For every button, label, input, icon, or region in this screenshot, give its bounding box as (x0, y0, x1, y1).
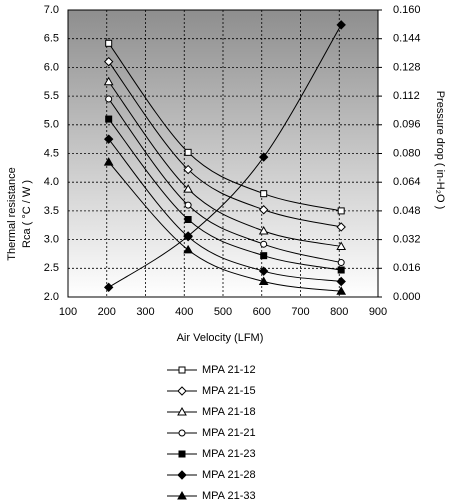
data-point (336, 222, 346, 232)
y2-axis-title: Pressure drop ( in-H₂O ) (434, 91, 446, 210)
series-line (108, 118, 342, 271)
data-point (105, 95, 113, 103)
y2-tick-label: 0.096 (393, 119, 421, 131)
data-point (184, 148, 192, 156)
data-point (258, 266, 269, 276)
y2-tick-label: 0.128 (393, 61, 421, 73)
y-tick-label: 3.0 (44, 234, 59, 246)
x-tick-label: 900 (369, 306, 387, 318)
data-point (103, 282, 114, 293)
series-line (108, 98, 342, 264)
series-line (108, 61, 342, 228)
x-tick-label: 500 (214, 306, 232, 318)
legend-label: MPA 21-28 (202, 469, 256, 481)
data-point (258, 152, 269, 162)
y2-tick-label: 0.000 (393, 291, 421, 303)
y-tick-label: 6.0 (44, 61, 59, 73)
x-tick-label: 400 (175, 306, 193, 318)
data-point (103, 134, 114, 144)
legend-label: MPA 21-18 (202, 406, 256, 418)
data-point (103, 56, 114, 67)
x-axis-title: Air Velocity (LFM) (177, 332, 264, 344)
data-point (337, 207, 345, 215)
legend-label: MPA 21-12 (202, 364, 256, 376)
data-point (260, 252, 268, 260)
y-axis-title: Thermal resistance (6, 167, 18, 261)
data-point (183, 231, 193, 241)
series-line (108, 138, 342, 282)
legend-marker (178, 429, 186, 437)
series-line (108, 42, 342, 212)
data-point (258, 276, 269, 286)
legend-label: MPA 21-23 (202, 448, 256, 460)
x-tick-label: 800 (330, 306, 348, 318)
series-line (108, 24, 342, 288)
y2-tick-label: 0.080 (393, 147, 421, 159)
data-point (260, 190, 268, 198)
data-point (184, 201, 192, 209)
x-tick-label: 700 (291, 306, 309, 318)
data-point (103, 157, 114, 166)
y-tick-label: 4.0 (44, 176, 59, 188)
plot-area (68, 10, 378, 297)
x-tick-label: 100 (59, 306, 77, 318)
y-tick-label: 4.5 (44, 147, 59, 159)
y-tick-label: 5.5 (44, 90, 59, 102)
y2-tick-label: 0.016 (393, 262, 421, 274)
legend-marker (177, 470, 187, 480)
y-axis-title: Rca ( °C / W ) (21, 180, 33, 248)
x-tick-label: 200 (98, 306, 116, 318)
legend-label: MPA 21-15 (202, 385, 256, 397)
y2-tick-label: 0.032 (393, 234, 421, 246)
y-tick-label: 3.5 (44, 205, 59, 217)
data-point (337, 259, 345, 267)
legend-marker (177, 490, 187, 500)
data-point (336, 286, 347, 295)
y-tick-label: 7.0 (44, 4, 59, 16)
x-tick-label: 600 (253, 306, 271, 318)
series-line (108, 161, 342, 292)
data-point (103, 76, 114, 86)
data-point (183, 164, 193, 175)
series-line (108, 81, 342, 247)
y-tick-label: 2.5 (44, 262, 59, 274)
x-tick-label: 300 (136, 306, 154, 318)
y-tick-label: 5.0 (44, 119, 59, 131)
legend-marker (177, 386, 187, 396)
y2-tick-label: 0.112 (393, 90, 420, 102)
data-point (260, 240, 268, 248)
legend-label: MPA 21-21 (202, 427, 256, 439)
y2-tick-label: 0.144 (393, 33, 421, 45)
data-point (183, 184, 193, 193)
data-point (337, 266, 345, 274)
data-point (336, 276, 346, 287)
y2-tick-label: 0.064 (393, 176, 421, 188)
y-tick-label: 6.5 (44, 33, 59, 45)
data-point (336, 241, 347, 250)
data-point (105, 39, 113, 47)
plot-border (67, 9, 379, 298)
data-point (258, 205, 269, 215)
y2-tick-label: 0.160 (393, 4, 421, 16)
data-point (105, 115, 113, 123)
y2-tick-label: 0.048 (393, 205, 421, 217)
data-point (183, 244, 193, 254)
legend-label: MPA 21-33 (202, 490, 256, 502)
data-point (184, 216, 192, 224)
data-point (336, 20, 346, 30)
y-tick-label: 2.0 (44, 291, 59, 303)
data-point (258, 225, 269, 235)
legend-marker (178, 450, 186, 458)
legend-marker (177, 406, 187, 416)
legend-marker (178, 366, 186, 374)
